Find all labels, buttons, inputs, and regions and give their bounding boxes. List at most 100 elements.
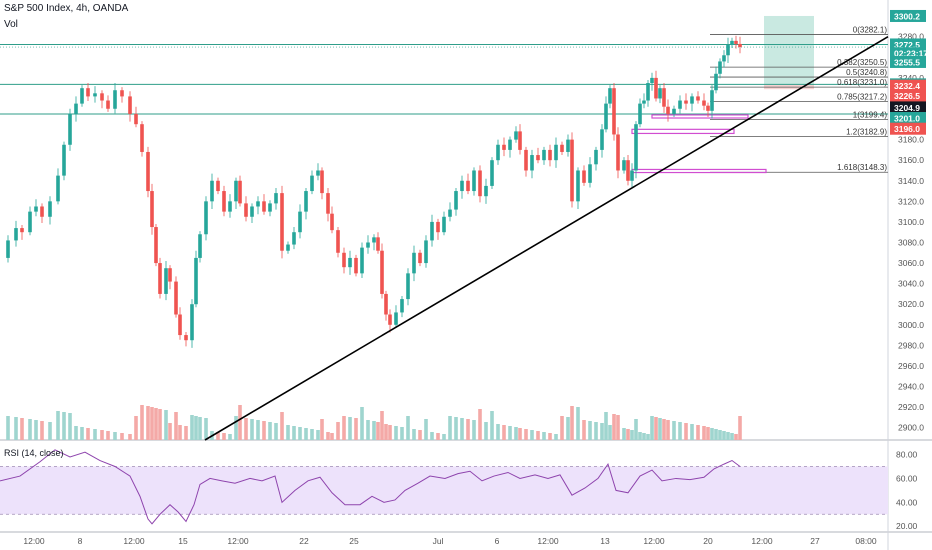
candle[interactable]	[372, 237, 376, 243]
rsi-pane[interactable]: RSI (14, close)	[0, 448, 888, 525]
candle[interactable]	[384, 293, 388, 315]
candle[interactable]	[262, 201, 266, 212]
candle[interactable]	[650, 77, 654, 84]
candle[interactable]	[62, 144, 66, 176]
candle[interactable]	[286, 244, 290, 251]
candle[interactable]	[238, 180, 242, 204]
candle[interactable]	[326, 193, 330, 214]
candle[interactable]	[730, 40, 734, 45]
candle[interactable]	[418, 252, 422, 264]
candle[interactable]	[442, 216, 446, 233]
candle[interactable]	[228, 201, 232, 212]
candle[interactable]	[594, 149, 598, 165]
candle[interactable]	[542, 149, 546, 161]
candle[interactable]	[646, 83, 650, 101]
candle[interactable]	[436, 221, 440, 233]
candle[interactable]	[734, 40, 738, 44]
candle[interactable]	[234, 180, 238, 202]
candle[interactable]	[642, 100, 646, 104]
candle[interactable]	[28, 211, 32, 233]
candle[interactable]	[342, 252, 346, 268]
candle[interactable]	[34, 206, 38, 212]
candle[interactable]	[6, 240, 10, 258]
candle[interactable]	[330, 213, 334, 231]
candle[interactable]	[174, 281, 178, 315]
candle[interactable]	[348, 257, 352, 268]
candle[interactable]	[292, 232, 296, 245]
candle[interactable]	[690, 96, 694, 104]
support-box[interactable]	[631, 168, 767, 174]
candle[interactable]	[113, 90, 117, 109]
candle[interactable]	[134, 113, 138, 125]
candle[interactable]	[560, 144, 564, 152]
candle[interactable]	[380, 250, 384, 294]
candle[interactable]	[222, 191, 226, 212]
candle[interactable]	[626, 160, 630, 181]
candle[interactable]	[366, 242, 370, 248]
candle[interactable]	[702, 100, 706, 106]
candle[interactable]	[320, 170, 324, 194]
candle[interactable]	[548, 149, 552, 161]
candle[interactable]	[448, 209, 452, 217]
candle[interactable]	[582, 170, 586, 183]
candle[interactable]	[400, 299, 404, 313]
candle[interactable]	[198, 234, 202, 258]
candle[interactable]	[128, 96, 132, 114]
candle[interactable]	[616, 134, 620, 171]
candle[interactable]	[268, 203, 272, 212]
support-box[interactable]	[631, 128, 735, 135]
candle[interactable]	[638, 103, 642, 125]
rsi-line[interactable]	[0, 449, 741, 525]
candle[interactable]	[612, 88, 616, 135]
support-box[interactable]	[651, 114, 749, 119]
candle[interactable]	[190, 304, 194, 341]
candle[interactable]	[466, 180, 470, 192]
candle[interactable]	[360, 247, 364, 274]
candle[interactable]	[666, 106, 670, 114]
long-position-target-zone[interactable]	[764, 15, 814, 85]
candle[interactable]	[502, 144, 506, 150]
candle[interactable]	[430, 221, 434, 241]
candle[interactable]	[40, 206, 44, 217]
candle[interactable]	[298, 211, 302, 233]
candle[interactable]	[490, 160, 494, 186]
candle[interactable]	[634, 124, 638, 171]
candle[interactable]	[406, 273, 410, 300]
candle[interactable]	[184, 335, 188, 341]
candle[interactable]	[714, 73, 718, 91]
candle[interactable]	[194, 257, 198, 305]
candle[interactable]	[68, 113, 72, 145]
candle[interactable]	[210, 180, 214, 202]
candle[interactable]	[460, 180, 464, 192]
candle[interactable]	[696, 96, 700, 101]
candle[interactable]	[630, 170, 634, 181]
candle[interactable]	[316, 170, 320, 176]
candle[interactable]	[576, 170, 580, 202]
candle[interactable]	[658, 88, 662, 99]
candle[interactable]	[722, 55, 726, 62]
candle[interactable]	[204, 201, 208, 235]
candle[interactable]	[376, 237, 380, 251]
candle[interactable]	[672, 108, 676, 114]
candle[interactable]	[684, 100, 688, 104]
candle[interactable]	[454, 191, 458, 210]
candle[interactable]	[150, 191, 154, 228]
candle[interactable]	[566, 139, 570, 152]
candle[interactable]	[678, 100, 682, 109]
candle[interactable]	[484, 185, 488, 197]
candle[interactable]	[726, 44, 730, 56]
candle[interactable]	[168, 268, 172, 282]
candle[interactable]	[74, 103, 78, 114]
candle[interactable]	[86, 88, 90, 97]
candle[interactable]	[622, 160, 626, 171]
candle[interactable]	[106, 100, 110, 109]
candle[interactable]	[496, 144, 500, 161]
candle[interactable]	[250, 206, 254, 217]
candle[interactable]	[80, 88, 84, 104]
candle[interactable]	[472, 170, 476, 192]
candle[interactable]	[388, 314, 392, 325]
trendline[interactable]	[204, 36, 889, 441]
candle[interactable]	[478, 170, 482, 197]
